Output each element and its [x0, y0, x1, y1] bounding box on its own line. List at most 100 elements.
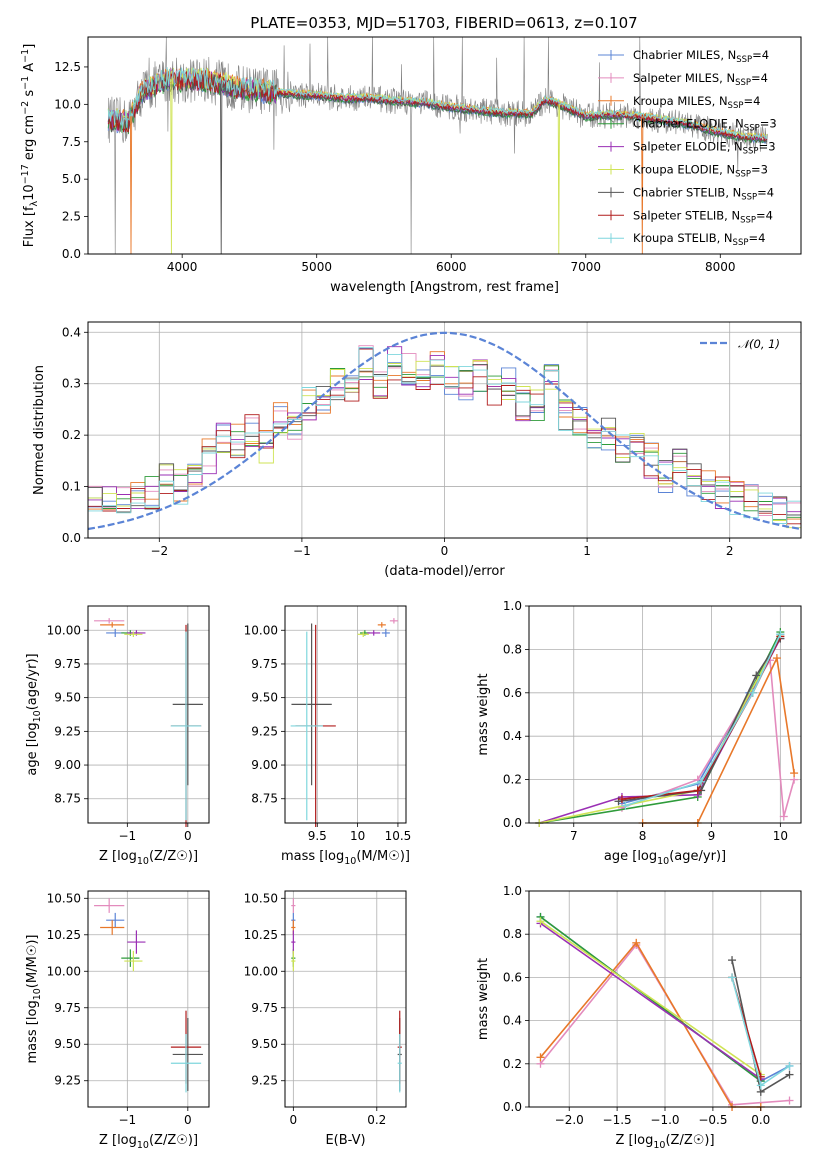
x-tick-label: 9.5: [308, 829, 327, 843]
age_vs_mass-plot-area: [290, 618, 398, 828]
x-tick-label: −1: [118, 829, 136, 843]
y-tick-label: 10.25: [47, 928, 81, 942]
histogram-line: [88, 347, 801, 524]
age_vs_mass-chart: 9.5 10 10.5 8.75 9.00 9.25 9.50 9.75 10.00 mass […: [244, 605, 412, 867]
model-spectrum-line: [107, 69, 768, 141]
spectrum-chart: Chabrier MILES, NSSP=4 Salpeter MILES, NS…: [20, 36, 802, 295]
charts-layer: Chabrier MILES, NSSP=4 Salpeter MILES, NS…: [20, 36, 802, 1151]
y-tick-label: 1.0: [503, 884, 522, 898]
residuals-chart: 𝒩(0, 1) −2 −1 0 1 2 0.0 0.1 0.2 0.3 0.4 (data-model…: [32, 321, 802, 579]
y-tick-label: 10.00: [47, 623, 81, 637]
y-tick-label: 9.50: [54, 691, 81, 705]
y-tick-label: 9.50: [251, 691, 278, 705]
y-tick-label: 0.4: [62, 325, 81, 339]
x-axis-label: age [log10(age/yr)]: [604, 849, 726, 867]
y-tick-label: 9.00: [251, 758, 278, 772]
y-tick-label: 10.00: [47, 964, 81, 978]
x-axis-label: Z [log10(Z/Z☉)]: [99, 849, 198, 867]
residuals-plot-area: 𝒩(0, 1): [87, 331, 802, 531]
x-tick-label: 7000: [570, 260, 601, 274]
y-axis-label: mass weight: [476, 673, 491, 755]
figure-title: PLATE=0353, MJD=51703, FIBERID=0613, z=0…: [250, 14, 637, 32]
x-tick-label: 2: [726, 544, 734, 558]
x-tick-label: 9: [708, 829, 716, 843]
legend-label: Kroupa ELODIE, NSSP=3: [633, 163, 768, 180]
y-tick-label: 9.75: [251, 657, 278, 671]
y-tick-label: 1.0: [503, 599, 522, 613]
axes-frame: [87, 605, 210, 824]
y-tick-label: 10.00: [244, 623, 278, 637]
legend-label: Salpeter STELIB, NSSP=4: [633, 208, 773, 225]
y-tick-label: 9.25: [251, 724, 278, 738]
x-axis-label: E(B-V): [325, 1133, 365, 1148]
axes-frame: [528, 890, 802, 1108]
x-tick-label: 0: [184, 829, 192, 843]
y-tick-label: 8.75: [54, 792, 81, 806]
x-tick-label: −1.5: [603, 1113, 632, 1127]
y-tick-label: 7.5: [62, 135, 81, 149]
model-gap-line: [557, 104, 560, 254]
y-tick-label: 0.1: [62, 480, 81, 494]
y-tick-label: 0.4: [503, 729, 522, 743]
y-tick-label: 0.0: [503, 1100, 522, 1114]
y-tick-label: 9.25: [54, 1074, 81, 1088]
y-tick-label: 0.0: [503, 816, 522, 830]
mass_vs_Z-chart: −1 0 9.25 9.50 9.75 10.00 10.25 10.50 Z [log10(Z…: [25, 890, 210, 1151]
axes-frame: [87, 890, 210, 1108]
y-tick-label: 2.5: [62, 210, 81, 224]
x-axis-label: wavelength [Angstrom, rest frame]: [330, 280, 559, 295]
y-tick-label: 0.0: [62, 247, 81, 261]
axes-frame: [87, 36, 802, 255]
model-spectrum-line: [107, 67, 768, 141]
weight-line: [625, 633, 782, 807]
model-gap-line: [129, 116, 133, 254]
x-tick-label: 1: [583, 544, 591, 558]
y-tick-label: 0.2: [503, 1057, 522, 1071]
mass_weight_vs_Z-plot-area: [536, 912, 794, 1111]
y-tick-label: 0.8: [503, 642, 522, 656]
legend-label: Chabrier STELIB, NSSP=4: [633, 185, 774, 202]
age_vs_Z-chart: −1 0 8.75 9.00 9.25 9.50 9.75 10.00 Z [log10(Z/Z…: [25, 605, 210, 867]
x-tick-label: 10.5: [385, 829, 412, 843]
weight-line: [540, 920, 762, 1076]
axes-frame: [284, 890, 407, 1108]
y-tick-label: 10.0: [54, 97, 81, 111]
legend-label: Kroupa STELIB, NSSP=4: [633, 231, 765, 248]
y-tick-label: 0.6: [503, 970, 522, 984]
y-tick-label: 9.50: [54, 1037, 81, 1051]
y-tick-label: 8.75: [251, 792, 278, 806]
mass_vs_Z-plot-area: [94, 898, 203, 1093]
mass_weight_vs_age-chart: 7 8 9 10 0.0 0.2 0.4 0.6 0.8 1.0 age [log10(age/yr…: [476, 599, 802, 867]
normal-distribution-curve: [87, 331, 802, 531]
y-tick-label: 9.75: [54, 657, 81, 671]
y-tick-label: 9.75: [54, 1001, 81, 1015]
axes-frame: [284, 605, 407, 824]
x-axis-label: Z [log10(Z/Z☉)]: [615, 1133, 714, 1151]
age_vs_Z-plot-area: [94, 618, 203, 828]
y-tick-label: 0.0: [62, 531, 81, 545]
mass_weight_vs_age-plot-area: [535, 628, 799, 827]
y-tick-label: 0.4: [503, 1014, 522, 1028]
weight-line: [621, 657, 795, 817]
legend-label: Salpeter MILES, NSSP=4: [633, 71, 768, 88]
x-tick-label: 5000: [301, 260, 332, 274]
y-tick-label: 10.50: [244, 891, 278, 905]
y-axis-label: mass [log10(M/M☉)]: [25, 935, 43, 1064]
x-tick-label: 0: [290, 1113, 298, 1127]
x-tick-label: 6000: [436, 260, 467, 274]
x-axis-label: Z [log10(Z/Z☉)]: [99, 1133, 198, 1151]
axes-frame: [528, 605, 802, 824]
spectrum-plot-area: Chabrier MILES, NSSP=4 Salpeter MILES, NS…: [107, 37, 777, 254]
x-tick-label: 0.2: [367, 1113, 386, 1127]
model-gap-line: [170, 79, 173, 254]
y-tick-label: 9.50: [251, 1037, 278, 1051]
weight-line: [539, 941, 761, 1108]
y-tick-label: 12.5: [54, 60, 81, 74]
mass_weight_vs_Z-chart: −2.0 −1.5 −1.0 −0.5 0.0 0.0 0.2 0.4 0.6 0.8 1.0 Z […: [476, 884, 802, 1151]
legend-label: Kroupa MILES, NSSP=4: [633, 94, 760, 111]
mass_vs_ebv-chart: 0 0.2 9.25 9.50 9.75 10.00 10.25 10.50 E(B-V): [244, 890, 407, 1148]
x-tick-label: 0.0: [751, 1113, 770, 1127]
y-tick-label: 0.6: [503, 686, 522, 700]
legend-label: Chabrier MILES, NSSP=4: [633, 48, 769, 65]
y-tick-label: 5.0: [62, 172, 81, 186]
